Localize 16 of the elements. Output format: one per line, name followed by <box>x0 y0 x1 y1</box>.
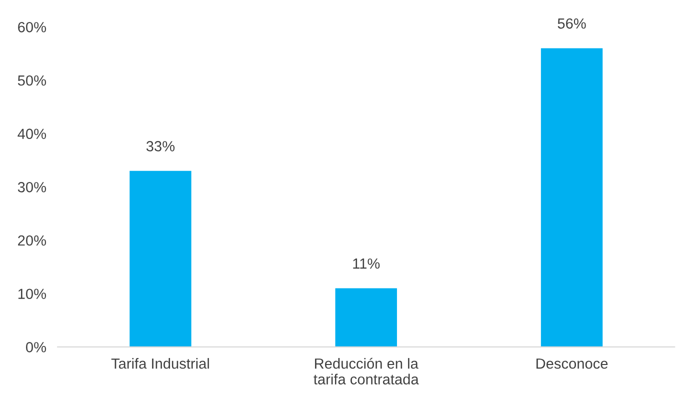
x-tick-label: Desconoce <box>536 358 608 369</box>
bar <box>130 170 192 347</box>
y-tick-label: 40% <box>18 128 46 140</box>
y-tick-label: 30% <box>18 182 46 192</box>
data-label: 56% <box>558 18 586 29</box>
data-label: 11% <box>353 258 380 269</box>
bar <box>335 288 397 347</box>
bar <box>540 48 603 347</box>
x-tick-label: Reducción en la tarifa contratada <box>314 358 419 384</box>
y-tick-label: 10% <box>18 288 46 300</box>
x-tick-label: Tarifa Industrial <box>111 358 209 369</box>
y-tick-label: 0% <box>26 342 46 352</box>
y-tick-label: 60% <box>18 22 46 32</box>
data-label: 33% <box>146 141 175 152</box>
y-tick-label: 50% <box>18 75 46 86</box>
y-tick-label: 20% <box>18 235 46 246</box>
